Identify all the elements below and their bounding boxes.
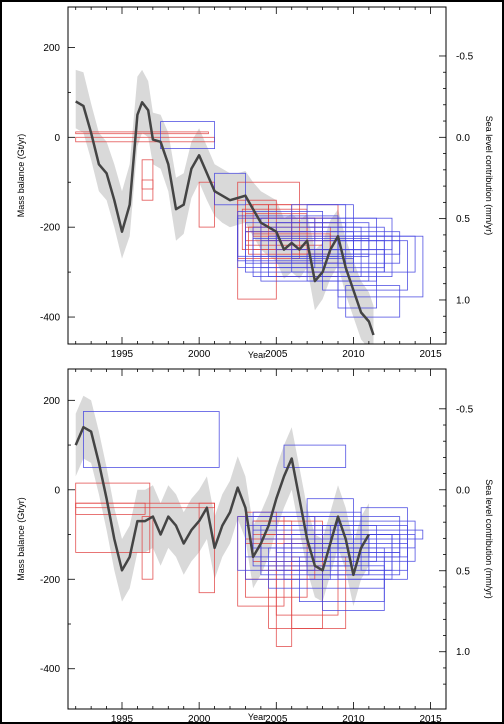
red-estimate-box: [75, 131, 209, 135]
mean-mass-balance-line: [75, 100, 375, 336]
x-axis-title: Year: [248, 350, 266, 360]
plot-frame: [67, 6, 447, 345]
x-tick-label: 2000: [188, 349, 211, 360]
x-tick-label: 2000: [188, 714, 211, 722]
x-tick-label: 2005: [265, 714, 288, 722]
y2-tick-label: 1.0: [456, 647, 470, 658]
blue-estimate-box: [322, 565, 385, 611]
blue-estimate-box: [306, 204, 347, 228]
y-axis-title: Mass balance (Gt/yr): [16, 134, 26, 218]
x-tick-label: 2005: [265, 349, 288, 360]
y-axis-title: Mass balance (Gt/yr): [16, 497, 26, 581]
x-tick-label: 1995: [111, 349, 134, 360]
y-tick-label: -400: [40, 313, 60, 324]
y2-axis-title: Sea level contribution (mm/yr): [484, 116, 494, 236]
blue-estimate-box: [337, 235, 424, 298]
plot-frame: [67, 368, 447, 710]
x-tick-label: 2015: [419, 714, 442, 722]
x-axis-title: Year: [248, 712, 266, 722]
y2-tick-label: -0.5: [456, 404, 474, 415]
y2-tick-label: 1.0: [456, 295, 470, 306]
y2-tick-label: 0.0: [456, 485, 470, 496]
y2-tick-label: 0.5: [456, 214, 470, 225]
red-estimate-box: [141, 516, 154, 580]
y-tick-label: -200: [40, 575, 60, 586]
y-tick-label: -200: [40, 223, 60, 234]
blue-estimate-box: [345, 285, 401, 318]
y-tick-label: 200: [43, 396, 60, 407]
plot-area: [74, 395, 424, 647]
y-tick-label: 0: [54, 133, 60, 144]
blue-estimate-box: [368, 534, 401, 558]
blue-estimate-box: [322, 217, 393, 251]
uncertainty-envelope: [75, 69, 374, 344]
blue-estimate-box: [83, 411, 220, 468]
x-tick-label: 1995: [111, 714, 134, 722]
plot-area: [75, 69, 424, 344]
chart-panel-bottom: 1995 2000 2005 2010 2015 -400 -200 0 200 -0.5 0.0 0…: [16, 368, 494, 722]
blue-estimate-box: [283, 444, 347, 468]
y-tick-label: 200: [43, 43, 60, 54]
mean-mass-balance-line: [74, 425, 370, 577]
x-tick-label: 2010: [342, 714, 365, 722]
uncertainty-envelope: [75, 395, 369, 607]
blue-estimate-box: [337, 520, 416, 549]
y2-tick-label: 0.5: [456, 566, 470, 577]
y2-tick-label: -0.5: [456, 51, 474, 62]
red-estimate-box: [141, 179, 154, 190]
blue-estimate-box: [160, 121, 216, 149]
blue-estimate-box: [352, 529, 424, 540]
y2-axis-title: Sea level contribution (mm/yr): [484, 479, 494, 599]
y-tick-label: 0: [54, 485, 60, 496]
y2-tick-label: 0.0: [456, 133, 470, 144]
blue-estimate-box: [360, 507, 408, 571]
x-tick-label: 2010: [342, 349, 365, 360]
blue-estimate-box: [268, 235, 393, 277]
x-tick-label: 2015: [419, 349, 442, 360]
chart-panel-top: 1995 2000 2005 2010 2015 -400 -200 0 200 -0.5 0.0 0…: [16, 6, 494, 360]
y-tick-label: -400: [40, 664, 60, 675]
